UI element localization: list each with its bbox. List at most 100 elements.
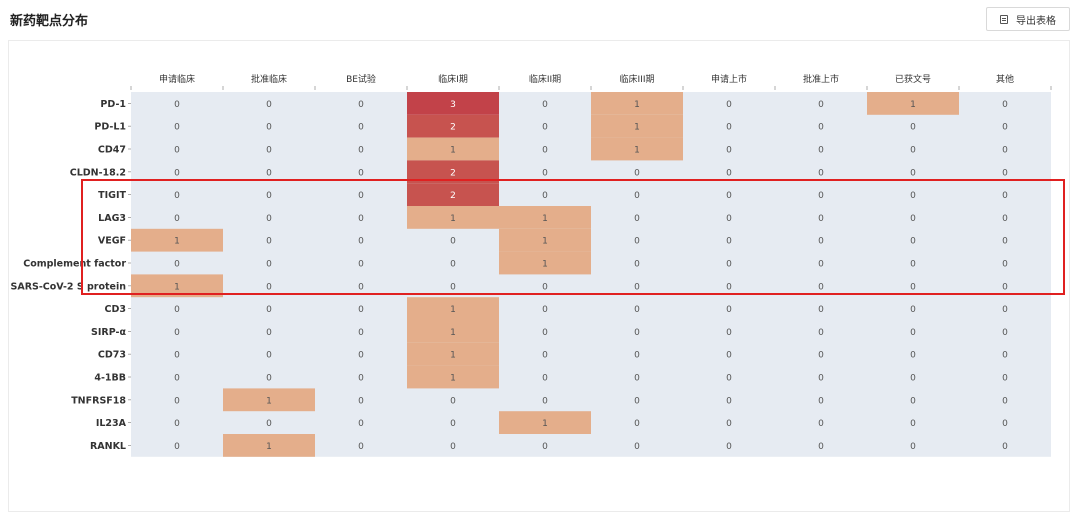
cell-value: 0 — [818, 146, 824, 156]
cell-value: 0 — [1002, 260, 1008, 270]
cell-value: 0 — [542, 123, 548, 133]
cell-value: 0 — [818, 237, 824, 247]
cell-value: 0 — [450, 396, 456, 406]
cell-value: 0 — [910, 260, 916, 270]
cell-value: 1 — [542, 260, 548, 270]
cell-value: 0 — [266, 374, 272, 384]
cell-value: 0 — [1002, 396, 1008, 406]
cell-value: 0 — [266, 100, 272, 110]
cell-value: 0 — [1002, 328, 1008, 338]
cell-value: 1 — [634, 123, 640, 133]
cell-value: 0 — [726, 282, 732, 292]
cell-value: 0 — [542, 351, 548, 361]
cell-value: 0 — [358, 191, 364, 201]
cell-value: 0 — [818, 419, 824, 429]
cell-value: 0 — [910, 123, 916, 133]
cell-value: 0 — [358, 282, 364, 292]
row-label: SARS-CoV-2 S protein — [11, 281, 127, 292]
cell-value: 0 — [358, 305, 364, 315]
cell-value: 0 — [726, 168, 732, 178]
cell-value: 0 — [174, 191, 180, 201]
row-label: 4-1BB — [94, 373, 126, 384]
target-distribution-heatmap: 申请临床 批准临床 BE试验 临床I期 临床II期 临床III期 申请上市 批准上市 已获文号 其… — [11, 73, 1052, 457]
cell-value: 1 — [450, 305, 456, 315]
page-title: 新药靶点分布 — [10, 14, 89, 29]
cell-value: 0 — [1002, 214, 1008, 224]
cell-value: 3 — [450, 100, 456, 110]
column-header: 其他 — [996, 73, 1014, 85]
cell-value: 0 — [358, 214, 364, 224]
export-icon — [1000, 14, 1008, 24]
cell-value: 0 — [726, 419, 732, 429]
cell-value: 0 — [1002, 351, 1008, 361]
cell-value: 0 — [910, 214, 916, 224]
cell-value: 0 — [910, 146, 916, 156]
cell-value: 0 — [818, 214, 824, 224]
heatmap-cell — [407, 206, 499, 229]
cell-value: 0 — [910, 191, 916, 201]
heatmap-cell — [407, 137, 499, 161]
cell-value: 0 — [634, 237, 640, 247]
row-label: CD3 — [105, 304, 126, 315]
cell-value: 0 — [818, 168, 824, 178]
heatmap-cell — [407, 114, 499, 138]
cell-value: 0 — [818, 100, 824, 110]
cell-value: 0 — [174, 442, 180, 452]
cell-value: 0 — [266, 260, 272, 270]
cell-value: 1 — [634, 100, 640, 110]
cell-value: 0 — [1002, 100, 1008, 110]
cell-value: 0 — [450, 237, 456, 247]
cell-value: 0 — [358, 260, 364, 270]
heatmap-cell — [591, 137, 683, 161]
cell-value: 0 — [358, 168, 364, 178]
cell-value: 0 — [1002, 419, 1008, 429]
export-button-label: 导出表格 — [1016, 15, 1056, 27]
cell-value: 0 — [910, 168, 916, 178]
cell-value: 0 — [910, 351, 916, 361]
cell-value: 0 — [358, 100, 364, 110]
export-table-button[interactable]: 导出表格 — [986, 7, 1070, 31]
cell-value: 1 — [634, 146, 640, 156]
cell-value: 0 — [542, 396, 548, 406]
heatmap-cell — [591, 114, 683, 138]
cell-value: 0 — [542, 191, 548, 201]
heatmap-cell — [223, 434, 315, 457]
cell-value: 0 — [266, 328, 272, 338]
cell-value: 0 — [818, 282, 824, 292]
row-label: TIGIT — [98, 190, 126, 201]
cell-value: 0 — [174, 146, 180, 156]
row-label: CLDN-18.2 — [70, 167, 126, 178]
cell-value: 0 — [726, 396, 732, 406]
cell-value: 0 — [726, 374, 732, 384]
cell-value: 2 — [450, 191, 456, 201]
cell-value: 0 — [174, 260, 180, 270]
cell-value: 0 — [174, 305, 180, 315]
cell-value: 0 — [542, 374, 548, 384]
cell-value: 0 — [174, 374, 180, 384]
heatmap-panel: 申请临床 批准临床 BE试验 临床I期 临床II期 临床III期 申请上市 批准上市 已获文号 其… — [8, 40, 1070, 512]
cell-value: 0 — [174, 214, 180, 224]
cell-value: 0 — [634, 328, 640, 338]
row-label: SIRP-α — [91, 327, 126, 338]
cell-value: 0 — [634, 305, 640, 315]
cell-value: 2 — [450, 168, 456, 178]
cell-value: 0 — [266, 305, 272, 315]
column-header: 申请临床 — [159, 73, 195, 85]
row-label: CD73 — [98, 350, 126, 361]
row-label: CD47 — [98, 145, 126, 156]
cell-value: 0 — [634, 214, 640, 224]
cell-value: 0 — [634, 396, 640, 406]
cell-value: 1 — [450, 374, 456, 384]
cell-value: 0 — [634, 419, 640, 429]
cell-value: 0 — [450, 419, 456, 429]
row-label: IL23A — [96, 418, 127, 429]
cell-value: 2 — [450, 123, 456, 133]
heatmap-cell — [223, 388, 315, 412]
heatmap-cell — [131, 274, 223, 298]
cell-value: 0 — [266, 282, 272, 292]
cell-value: 0 — [1002, 237, 1008, 247]
cell-value: 0 — [634, 282, 640, 292]
column-header: 已获文号 — [895, 73, 931, 85]
cell-value: 1 — [266, 396, 272, 406]
cell-value: 0 — [542, 168, 548, 178]
